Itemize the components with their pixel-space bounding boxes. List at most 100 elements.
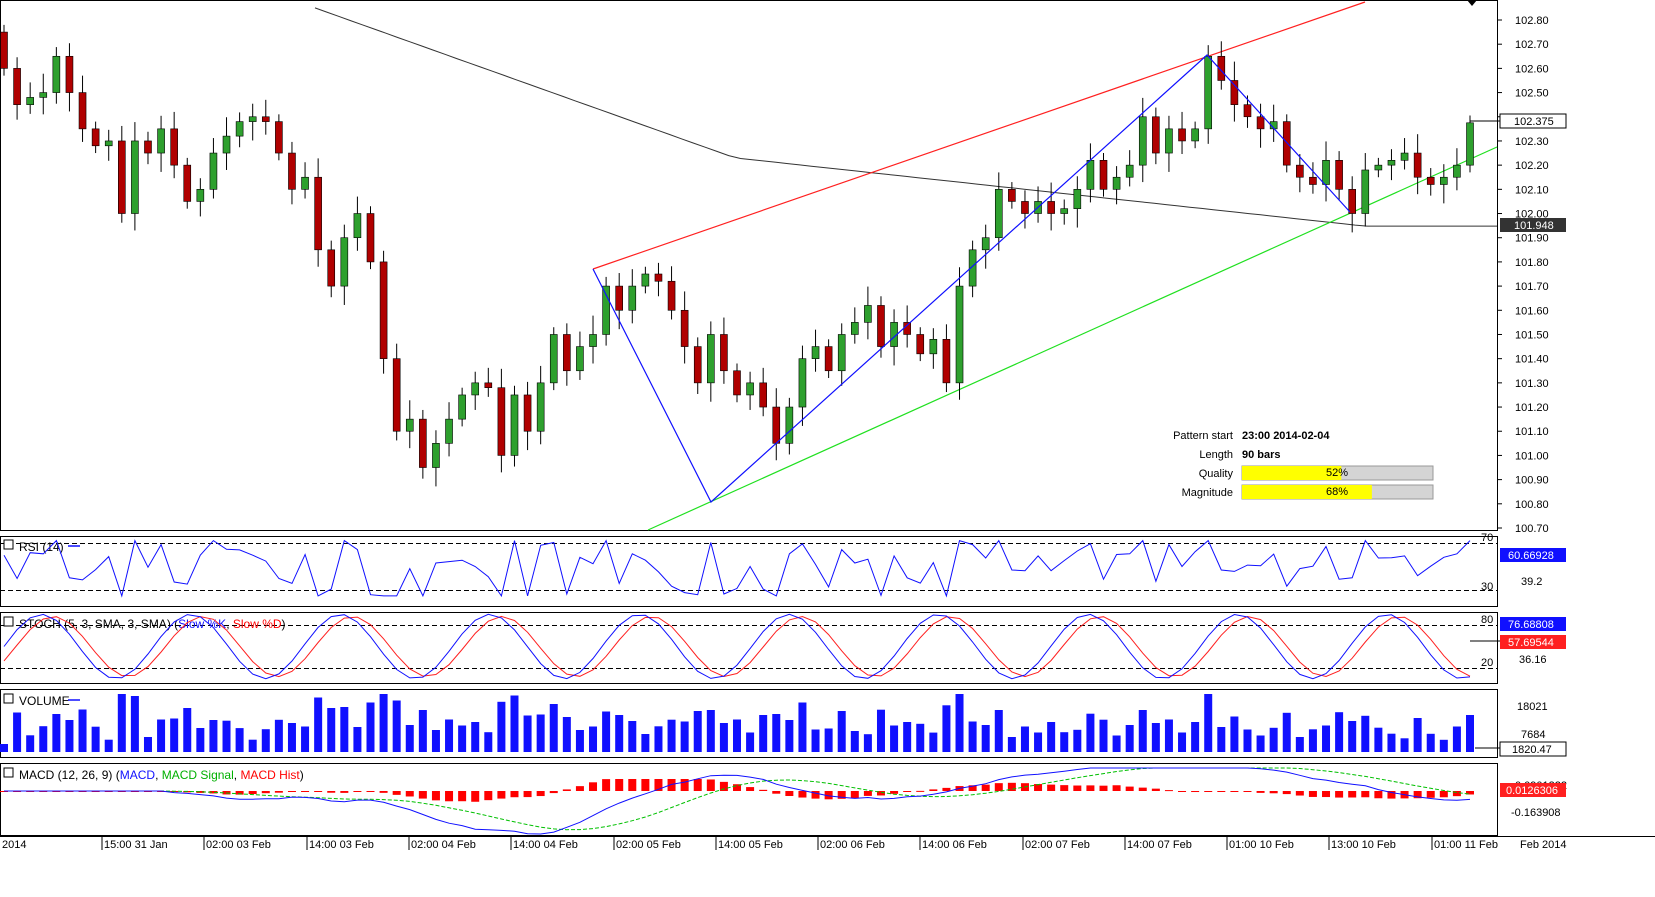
volume-collapse-icon[interactable]	[3, 693, 14, 704]
volume-bar	[1295, 737, 1304, 752]
macd-hist-bar	[1138, 787, 1147, 791]
candle-body-bear	[654, 273, 663, 282]
candle	[981, 224, 990, 269]
macd-hist-bar	[575, 786, 584, 791]
candle	[157, 115, 165, 172]
candle	[1387, 149, 1396, 181]
candle-body-bear	[720, 334, 728, 372]
time-tick-label: 15:00 31 Jan	[104, 839, 168, 851]
macd-collapse-icon[interactable]	[3, 767, 14, 778]
candle	[118, 125, 126, 223]
price-tick-label: 102.00	[1515, 209, 1549, 221]
volume-bar	[222, 720, 231, 752]
price-tick-label: 101.40	[1515, 354, 1549, 366]
volume-bar	[1151, 723, 1160, 752]
candle-body-bull	[785, 406, 794, 444]
volume-bar	[1466, 715, 1474, 752]
candle	[39, 73, 48, 115]
macd-hist-bar	[458, 791, 467, 802]
candle	[576, 331, 584, 380]
magnitude-bar-fill	[1242, 485, 1372, 499]
candle-body-bear	[170, 128, 178, 166]
candle-body-bear	[327, 249, 336, 287]
candle-body-bear	[144, 140, 152, 154]
magnitude-label: Magnitude	[1182, 487, 1233, 499]
pane-frames	[0, 0, 1655, 837]
candle	[654, 262, 663, 297]
candle-body-bull	[536, 382, 545, 432]
candle-body-bull	[798, 358, 807, 408]
candle	[1322, 141, 1330, 202]
rsi-line	[3, 539, 1471, 598]
candle-body-bull	[994, 189, 1003, 239]
candle	[1047, 182, 1055, 231]
candle-body-bull	[1374, 164, 1383, 171]
macd-hist-bar	[1295, 791, 1304, 796]
candle-body-bear	[680, 309, 689, 347]
macd-hist-bar	[301, 791, 310, 792]
quality-value: 52%	[1326, 467, 1348, 479]
candle	[680, 291, 689, 364]
pattern-info-panel: Pattern start 23:00 2014-02-04 Length 90…	[1173, 430, 1434, 500]
candle	[589, 315, 597, 364]
volume-bar	[1374, 727, 1383, 752]
time-tick-label: Feb 2014	[1520, 839, 1566, 851]
stoch-pane: 80 20 STOCH (5, 3, SMA, 3, SMA) (Slow %K…	[0, 613, 1566, 680]
volume-bar	[301, 726, 310, 752]
candle-body-bull	[471, 382, 480, 396]
candle-body-bear	[91, 128, 100, 147]
macd-hist-bar	[287, 791, 296, 792]
price-tick-label: 101.30	[1515, 378, 1549, 390]
volume-bar	[562, 717, 571, 752]
volume-bar	[261, 729, 270, 752]
macd-hist-bar	[1164, 790, 1173, 792]
candle	[327, 240, 336, 298]
volume-bar	[431, 730, 440, 752]
volume-bar	[654, 726, 663, 752]
volume-bar	[1269, 727, 1278, 752]
volume-bar	[314, 697, 323, 752]
volume-bar	[287, 723, 296, 752]
rsi-level-70: 70	[1481, 532, 1493, 544]
volume-bar	[353, 727, 362, 752]
volume-bar	[445, 719, 454, 752]
price-tick-label: 101.70	[1515, 281, 1549, 293]
volume-bar	[65, 720, 74, 752]
price-pane-frame	[0, 0, 1498, 531]
candle	[379, 250, 388, 374]
candle-body-bear	[1256, 116, 1265, 130]
macd-hist-bar	[589, 782, 598, 791]
candle	[458, 387, 466, 427]
candle-body-bear	[1021, 201, 1029, 214]
candle	[1204, 45, 1213, 144]
candle-body-bear	[484, 382, 493, 388]
candle-body-bull	[222, 135, 231, 154]
volume-bar	[340, 707, 349, 752]
macd-hist-bar	[209, 791, 218, 794]
volume-bar	[78, 709, 87, 752]
candle-body-bull	[196, 189, 205, 202]
price-tick-label: 102.60	[1515, 63, 1549, 75]
candle-body-bull	[1466, 122, 1474, 166]
volume-bar	[1020, 726, 1029, 752]
rsi-collapse-icon[interactable]	[3, 539, 14, 550]
scroll-marker-icon[interactable]	[1467, 0, 1477, 6]
volume-bar	[1335, 712, 1344, 752]
magnitude-value: 68%	[1326, 486, 1348, 498]
candle	[484, 367, 493, 397]
stoch-collapse-icon[interactable]	[3, 616, 14, 627]
volume-bar	[785, 720, 794, 752]
candle-body-bear	[1047, 201, 1055, 214]
volume-bar	[929, 732, 938, 752]
candle	[994, 172, 1003, 251]
volume-bar	[549, 704, 558, 752]
volume-bar	[379, 694, 388, 752]
candle-body-bull	[510, 394, 519, 456]
candle	[759, 367, 767, 417]
volume-bar	[968, 721, 977, 752]
volume-bar	[1007, 737, 1016, 752]
volume-bar	[327, 708, 336, 752]
candle	[536, 365, 545, 445]
candle-body-bull	[248, 116, 257, 122]
candle-body-bull	[1387, 160, 1396, 166]
